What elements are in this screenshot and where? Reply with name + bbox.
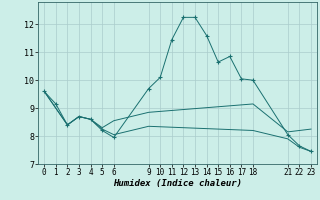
X-axis label: Humidex (Indice chaleur): Humidex (Indice chaleur): [113, 179, 242, 188]
